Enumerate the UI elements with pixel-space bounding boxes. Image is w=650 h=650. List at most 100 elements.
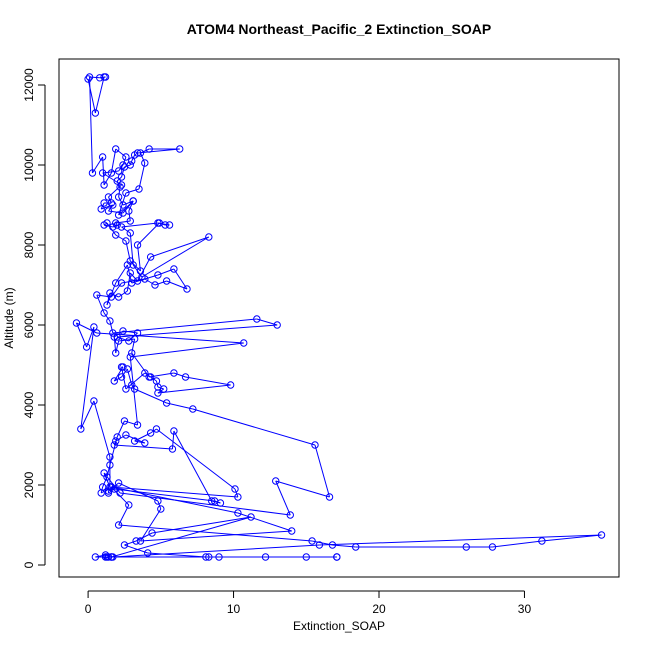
- data-point: [112, 437, 120, 445]
- series-segment: [118, 196, 124, 206]
- series-segment: [319, 534, 602, 546]
- series-segment: [492, 540, 542, 548]
- series-segment: [173, 430, 213, 502]
- series-segment: [114, 444, 173, 450]
- data-point: [288, 527, 296, 535]
- series-segment: [111, 486, 238, 498]
- series-segment: [124, 540, 137, 546]
- data-point: [352, 543, 360, 551]
- data-point: [122, 153, 130, 161]
- series-segment: [122, 200, 134, 206]
- data-point: [110, 333, 118, 341]
- series-segment: [124, 420, 138, 426]
- series-segment: [150, 236, 209, 258]
- series-segment: [76, 322, 98, 334]
- data-point: [116, 489, 124, 497]
- data-point: [462, 543, 470, 551]
- series-segment: [237, 512, 292, 532]
- y-axis-label: Altitude (m): [2, 287, 16, 348]
- data-point: [93, 329, 101, 337]
- series-segment: [138, 162, 146, 190]
- series-segment: [129, 260, 141, 272]
- series-segment: [113, 336, 117, 354]
- data-point: [133, 241, 142, 249]
- y-tick-label: 10000: [22, 148, 36, 182]
- data-point: [107, 169, 116, 177]
- data-point: [123, 287, 132, 295]
- data-point: [114, 337, 123, 345]
- series-segment: [154, 280, 167, 286]
- series-segment: [130, 342, 244, 358]
- data-point: [93, 291, 101, 299]
- data-point: [123, 365, 132, 373]
- data-point: [109, 223, 117, 231]
- series-segment: [314, 444, 331, 498]
- series-segment: [103, 312, 111, 322]
- data-point: [117, 181, 126, 189]
- data-point: [151, 281, 159, 289]
- data-point: [315, 541, 324, 549]
- data-point: [133, 421, 142, 429]
- data-point: [100, 181, 108, 189]
- data-point: [110, 441, 118, 449]
- series-segment: [125, 188, 140, 194]
- data-point: [122, 237, 130, 245]
- series-segment: [114, 376, 122, 382]
- data-point: [234, 509, 242, 517]
- data-point: [135, 185, 143, 193]
- data-point: [240, 339, 248, 347]
- series-segment: [112, 544, 320, 558]
- x-tick-label: 20: [372, 602, 386, 616]
- data-point: [130, 151, 139, 159]
- data-point: [125, 207, 133, 215]
- data-point: [82, 343, 91, 351]
- data-point: [117, 373, 126, 381]
- data-point: [272, 477, 280, 485]
- data-point: [132, 537, 140, 545]
- series-segment: [87, 78, 96, 114]
- y-tick-label: 0: [22, 561, 36, 568]
- data-point: [72, 319, 81, 327]
- data-point: [145, 145, 153, 153]
- data-point: [302, 553, 310, 561]
- series-segment: [101, 204, 113, 210]
- data-point: [107, 199, 116, 207]
- data-point: [144, 549, 152, 557]
- series-segment: [157, 384, 231, 394]
- data-point: [231, 485, 239, 493]
- data-point: [210, 497, 219, 505]
- series-segment: [156, 428, 236, 490]
- series-segment: [112, 318, 257, 334]
- data-point: [104, 553, 113, 561]
- data-point: [110, 377, 118, 385]
- data-point: [104, 193, 113, 201]
- series-layer: [72, 73, 606, 561]
- data-point: [98, 169, 107, 177]
- data-point: [125, 501, 133, 509]
- x-tick-label: 30: [518, 602, 532, 616]
- y-tick-label: 2000: [22, 471, 36, 498]
- data-point: [97, 205, 105, 213]
- series-segment: [122, 330, 138, 334]
- series-segment: [192, 408, 316, 446]
- data-point: [325, 493, 334, 501]
- x-axis: 0 10 20 30: [85, 590, 532, 616]
- data-point: [117, 173, 126, 181]
- data-point: [146, 373, 155, 381]
- data-point: [162, 277, 171, 285]
- series-segment: [157, 500, 162, 510]
- series-segment: [106, 464, 111, 478]
- data-point: [176, 145, 184, 153]
- data-point: [106, 461, 114, 469]
- data-point: [136, 537, 145, 545]
- data-point: [114, 193, 123, 201]
- series-segment: [118, 482, 159, 502]
- data-point: [141, 159, 149, 167]
- series-segment: [173, 268, 188, 290]
- series-segment: [157, 222, 170, 226]
- series-segment: [121, 166, 125, 178]
- series-segment: [106, 222, 117, 236]
- data-point: [84, 75, 92, 83]
- data-point: [113, 177, 121, 185]
- data-point: [122, 385, 130, 393]
